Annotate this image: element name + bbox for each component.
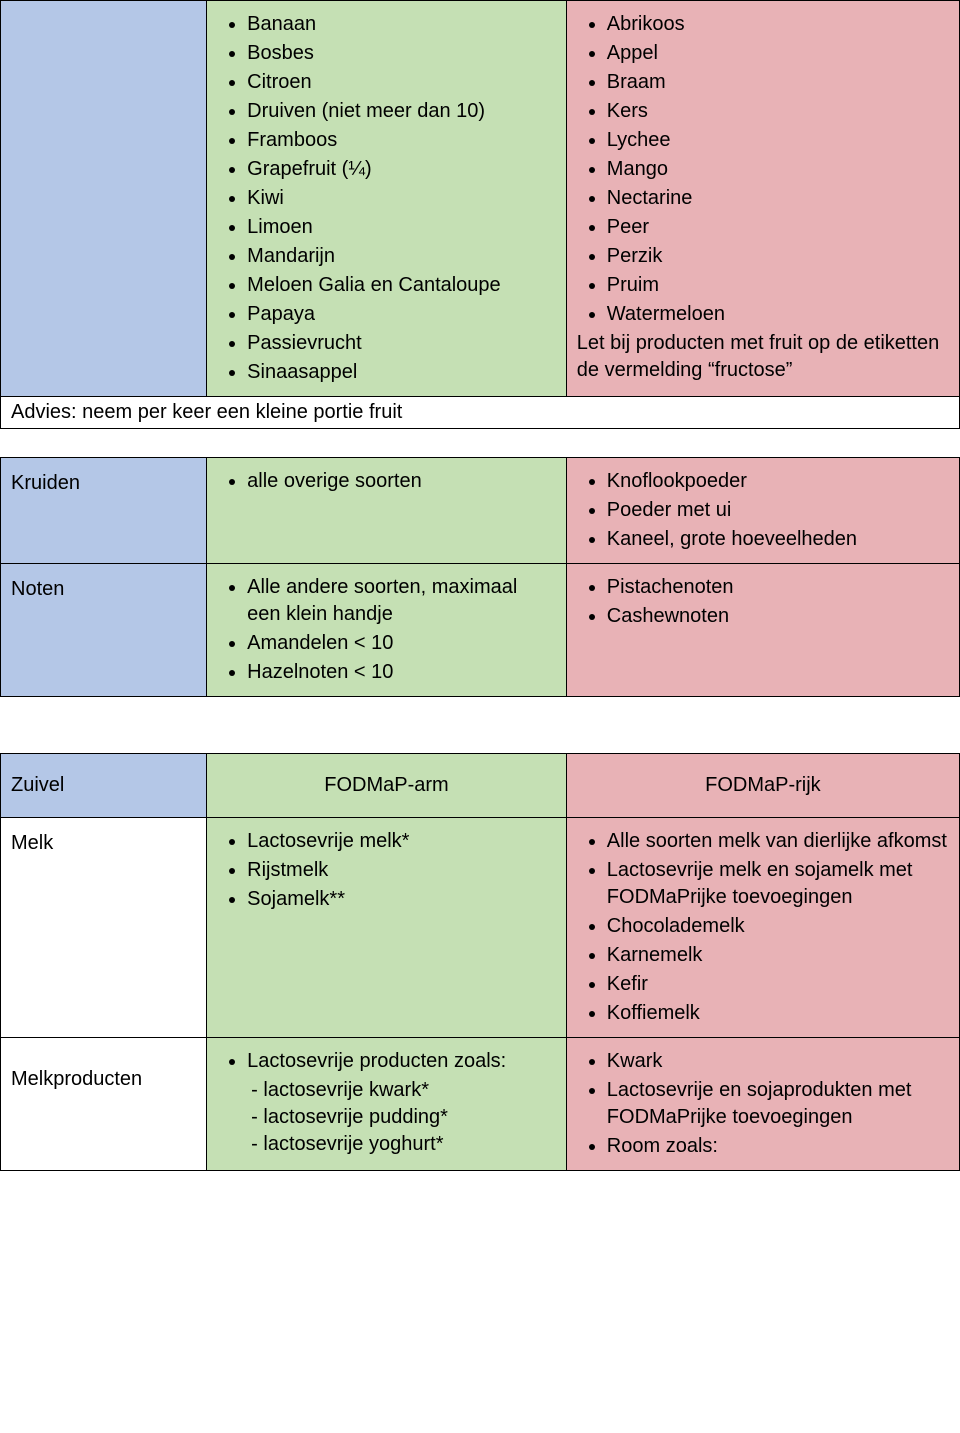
list-item: Lychee bbox=[607, 127, 949, 154]
list-item: Banaan bbox=[247, 11, 556, 38]
list-item: Chocolademelk bbox=[607, 913, 949, 940]
list-item: Abrikoos bbox=[607, 11, 949, 38]
list-item: Sinaasappel bbox=[247, 359, 556, 386]
list-item: Knoflookpoeder bbox=[607, 468, 949, 495]
table-row: Noten Alle andere soorten, maximaal een … bbox=[1, 564, 960, 697]
list-item: Kwark bbox=[607, 1048, 949, 1075]
list-item: Hazelnoten < 10 bbox=[247, 659, 556, 686]
melkproducten-pink-cell: Kwark Lactosevrije en sojaprodukten met … bbox=[566, 1038, 959, 1171]
zuivel-header-green: FODMaP-arm bbox=[207, 754, 567, 818]
list-item: Mango bbox=[607, 156, 949, 183]
list-item: Lactosevrije en sojaprodukten met FODMaP… bbox=[607, 1077, 949, 1131]
zuivel-header-pink: FODMaP-rijk bbox=[566, 754, 959, 818]
table-kruiden-noten: Kruiden alle overige soorten Knoflookpoe… bbox=[0, 457, 960, 697]
melkproducten-green-list: Lactosevrije producten zoals: - lactosev… bbox=[217, 1048, 556, 1158]
list-item: Braam bbox=[607, 69, 949, 96]
noten-pink-list: Pistachenoten Cashewnoten bbox=[577, 574, 949, 630]
list-item: Papaya bbox=[247, 301, 556, 328]
melk-label: Melk bbox=[1, 818, 207, 1038]
table-row: Melkproducten Lactosevrije producten zoa… bbox=[1, 1038, 960, 1171]
list-item: Alle soorten melk van dierlijke afkomst bbox=[607, 828, 949, 855]
kruiden-green-cell: alle overige soorten bbox=[207, 458, 567, 564]
list-item: Koffiemelk bbox=[607, 1000, 949, 1027]
melk-green-cell: Lactosevrije melk* Rijstmelk Sojamelk** bbox=[207, 818, 567, 1038]
table-zuivel: Zuivel FODMaP-arm FODMaP-rijk Melk Lacto… bbox=[0, 753, 960, 1171]
list-item: Pruim bbox=[607, 272, 949, 299]
list-item: Watermeloen bbox=[607, 301, 949, 328]
list-item: Lactosevrije producten zoals: - lactosev… bbox=[247, 1048, 556, 1158]
list-item: Citroen bbox=[247, 69, 556, 96]
table-row: Kruiden alle overige soorten Knoflookpoe… bbox=[1, 458, 960, 564]
list-item: Rijstmelk bbox=[247, 857, 556, 884]
list-item: Framboos bbox=[247, 127, 556, 154]
melk-pink-list: Alle soorten melk van dierlijke afkomst … bbox=[577, 828, 949, 1027]
kruiden-pink-cell: Knoflookpoeder Poeder met ui Kaneel, gro… bbox=[566, 458, 959, 564]
list-item: Room zoals: bbox=[607, 1133, 949, 1160]
melkproducten-green-cell: Lactosevrije producten zoals: - lactosev… bbox=[207, 1038, 567, 1171]
noten-green-cell: Alle andere soorten, maximaal een klein … bbox=[207, 564, 567, 697]
list-item: Limoen bbox=[247, 214, 556, 241]
list-item: Mandarijn bbox=[247, 243, 556, 270]
list-item: Nectarine bbox=[607, 185, 949, 212]
list-item: Alle andere soorten, maximaal een klein … bbox=[247, 574, 556, 628]
zuivel-header-label: Zuivel bbox=[1, 754, 207, 818]
fruit-label-cell bbox=[1, 1, 207, 397]
list-item: Kaneel, grote hoeveelheden bbox=[607, 526, 949, 553]
list-item: Kefir bbox=[607, 971, 949, 998]
fruit-pink-list: Abrikoos Appel Braam Kers Lychee Mango N… bbox=[577, 11, 949, 328]
fruit-pink-note: Let bij producten met fruit op de etiket… bbox=[577, 330, 949, 384]
melkproducten-pink-list: Kwark Lactosevrije en sojaprodukten met … bbox=[577, 1048, 949, 1160]
list-item: Grapefruit (¼) bbox=[247, 156, 556, 183]
sublist-item: - lactosevrije yoghurt* bbox=[251, 1131, 556, 1158]
kruiden-pink-list: Knoflookpoeder Poeder met ui Kaneel, gro… bbox=[577, 468, 949, 553]
list-item: Pistachenoten bbox=[607, 574, 949, 601]
list-item: Appel bbox=[607, 40, 949, 67]
list-item: Kers bbox=[607, 98, 949, 125]
list-item: Bosbes bbox=[247, 40, 556, 67]
list-item: Sojamelk** bbox=[247, 886, 556, 913]
advice-row: Advies: neem per keer een kleine portie … bbox=[1, 397, 960, 429]
advice-cell: Advies: neem per keer een kleine portie … bbox=[1, 397, 960, 429]
noten-pink-cell: Pistachenoten Cashewnoten bbox=[566, 564, 959, 697]
list-item: Poeder met ui bbox=[607, 497, 949, 524]
fruit-green-cell: Banaan Bosbes Citroen Druiven (niet meer… bbox=[207, 1, 567, 397]
list-item: Cashewnoten bbox=[607, 603, 949, 630]
list-item: Amandelen < 10 bbox=[247, 630, 556, 657]
melk-green-list: Lactosevrije melk* Rijstmelk Sojamelk** bbox=[217, 828, 556, 913]
list-item: Meloen Galia en Cantaloupe bbox=[247, 272, 556, 299]
list-item: Druiven (niet meer dan 10) bbox=[247, 98, 556, 125]
noten-label: Noten bbox=[1, 564, 207, 697]
kruiden-label: Kruiden bbox=[1, 458, 207, 564]
list-item: Passievrucht bbox=[247, 330, 556, 357]
melk-pink-cell: Alle soorten melk van dierlijke afkomst … bbox=[566, 818, 959, 1038]
list-item: Kiwi bbox=[247, 185, 556, 212]
fruit-pink-cell: Abrikoos Appel Braam Kers Lychee Mango N… bbox=[566, 1, 959, 397]
table-fruit: Banaan Bosbes Citroen Druiven (niet meer… bbox=[0, 0, 960, 429]
table-row: Melk Lactosevrije melk* Rijstmelk Sojame… bbox=[1, 818, 960, 1038]
sublist-item: - lactosevrije kwark* bbox=[251, 1077, 556, 1104]
list-item: Peer bbox=[607, 214, 949, 241]
noten-green-list: Alle andere soorten, maximaal een klein … bbox=[217, 574, 556, 686]
list-item: Lactosevrije melk en sojamelk met FODMaP… bbox=[607, 857, 949, 911]
list-item: alle overige soorten bbox=[247, 468, 556, 495]
sublist-item: - lactosevrije pudding* bbox=[251, 1104, 556, 1131]
header-row: Zuivel FODMaP-arm FODMaP-rijk bbox=[1, 754, 960, 818]
kruiden-green-list: alle overige soorten bbox=[217, 468, 556, 495]
list-item: Lactosevrije melk* bbox=[247, 828, 556, 855]
melkproducten-label: Melkproducten bbox=[1, 1038, 207, 1171]
table-row: Banaan Bosbes Citroen Druiven (niet meer… bbox=[1, 1, 960, 397]
melkproducten-green-sublist: - lactosevrije kwark* - lactosevrije pud… bbox=[251, 1077, 556, 1158]
fruit-green-list: Banaan Bosbes Citroen Druiven (niet meer… bbox=[217, 11, 556, 386]
list-item: Perzik bbox=[607, 243, 949, 270]
list-item: Karnemelk bbox=[607, 942, 949, 969]
melkproducten-green-intro: Lactosevrije producten zoals: bbox=[247, 1050, 506, 1072]
